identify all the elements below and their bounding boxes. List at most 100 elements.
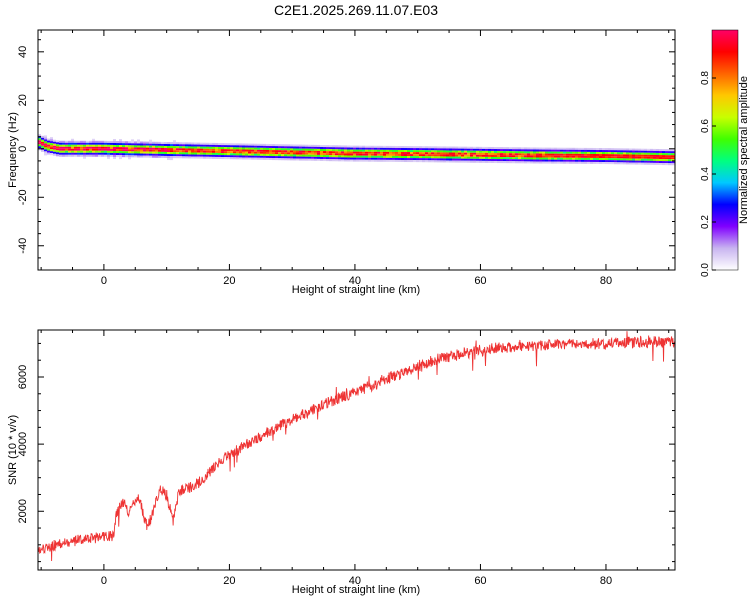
heatmap-cell — [275, 154, 278, 157]
heatmap-cell — [305, 146, 308, 149]
heatmap-cell — [176, 156, 179, 159]
heatmap-cell — [659, 151, 662, 154]
heatmap-cell — [335, 149, 338, 152]
heatmap-cell — [479, 146, 482, 149]
heatmap-cell — [374, 151, 377, 154]
snr-x-tick-label: 80 — [600, 575, 612, 587]
heatmap-cell — [287, 156, 290, 159]
heatmap-cell — [554, 155, 557, 158]
heatmap-cell — [332, 159, 335, 162]
heatmap-cell — [293, 146, 296, 149]
heatmap-cell — [191, 152, 194, 155]
heatmap-cell — [266, 143, 269, 146]
heatmap-cell — [155, 153, 158, 156]
heatmap-cell — [473, 154, 476, 157]
heatmap-cell — [569, 147, 572, 150]
heatmap-cell — [143, 149, 146, 152]
heatmap-cell — [653, 162, 656, 165]
heatmap-cell — [254, 143, 257, 146]
heatmap-cell — [50, 149, 53, 152]
heatmap-cell — [614, 148, 617, 151]
heatmap-cell — [413, 154, 416, 157]
heatmap-cell — [473, 146, 476, 149]
heatmap-cell — [113, 142, 116, 145]
heatmap-cell — [233, 145, 236, 148]
heatmap-cell — [515, 153, 518, 156]
heatmap-cell — [128, 153, 131, 156]
heatmap-cell — [419, 158, 422, 161]
heatmap-cell — [608, 158, 611, 161]
heatmap-cell — [575, 159, 578, 162]
heatmap-cell — [224, 147, 227, 150]
heatmap-cell — [470, 152, 473, 155]
heatmap-cell — [59, 154, 62, 157]
heatmap-cell — [197, 154, 200, 157]
heatmap-cell — [650, 162, 653, 165]
heatmap-cell — [362, 157, 365, 160]
heatmap-cell — [50, 141, 53, 144]
heatmap-cell — [116, 151, 119, 154]
heatmap-cell — [50, 137, 53, 140]
heatmap-cell — [98, 148, 101, 151]
heatmap-cell — [656, 152, 659, 155]
heatmap-cell — [512, 151, 515, 154]
heatmap-cell — [518, 155, 521, 158]
heatmap-cell — [368, 151, 371, 154]
heatmap-cell — [428, 152, 431, 155]
heatmap-cell — [575, 149, 578, 152]
heatmap-cell — [47, 146, 50, 149]
heatmap-cell — [602, 150, 605, 153]
heatmap-cell — [326, 159, 329, 162]
heatmap-cell — [152, 149, 155, 152]
heatmap-cell — [137, 155, 140, 158]
heatmap-cell — [137, 139, 140, 142]
heatmap-cell — [338, 159, 341, 162]
heatmap-cell — [386, 159, 389, 162]
heatmap-cell — [650, 156, 653, 159]
heatmap-cell — [173, 156, 176, 159]
heatmap-cell — [275, 150, 278, 153]
heatmap-cell — [122, 143, 125, 146]
heatmap-cell — [392, 151, 395, 154]
heatmap-cell — [521, 151, 524, 154]
heatmap-cell — [119, 149, 122, 152]
heatmap-cell — [209, 150, 212, 153]
heatmap-cell — [491, 146, 494, 149]
heatmap-cell — [86, 150, 89, 153]
heatmap-cell — [611, 148, 614, 151]
heatmap-cell — [494, 153, 497, 156]
heatmap-cell — [86, 144, 89, 147]
heatmap-cell — [227, 143, 230, 146]
heatmap-cell — [362, 159, 365, 162]
heatmap-cell — [461, 152, 464, 155]
heatmap-cell — [293, 150, 296, 153]
heatmap-cell — [401, 158, 404, 161]
heatmap-cell — [299, 152, 302, 155]
heatmap-cell — [116, 153, 119, 156]
heatmap-cell — [524, 151, 527, 154]
heatmap-cell — [614, 154, 617, 157]
heatmap-cell — [47, 150, 50, 153]
heatmap-cell — [350, 159, 353, 162]
heatmap-cell — [215, 146, 218, 149]
heatmap-cell — [467, 150, 470, 153]
heatmap-cell — [422, 154, 425, 157]
heatmap-cell — [575, 153, 578, 156]
heatmap-cell — [308, 158, 311, 161]
heatmap-cell — [95, 146, 98, 149]
heatmap-cell — [122, 145, 125, 148]
heatmap-cell — [638, 150, 641, 153]
heatmap-cell — [110, 142, 113, 145]
heatmap-cell — [62, 142, 65, 145]
heatmap-cell — [245, 143, 248, 146]
heatmap-cell — [311, 154, 314, 157]
heatmap-cell — [572, 155, 575, 158]
heatmap-cell — [509, 155, 512, 158]
heatmap-cell — [353, 155, 356, 158]
heatmap-cell — [446, 160, 449, 163]
heatmap-cell — [422, 156, 425, 159]
heatmap-cell — [632, 156, 635, 159]
heatmap-cell — [197, 146, 200, 149]
heatmap-cell — [623, 148, 626, 151]
heatmap-cell — [545, 161, 548, 164]
